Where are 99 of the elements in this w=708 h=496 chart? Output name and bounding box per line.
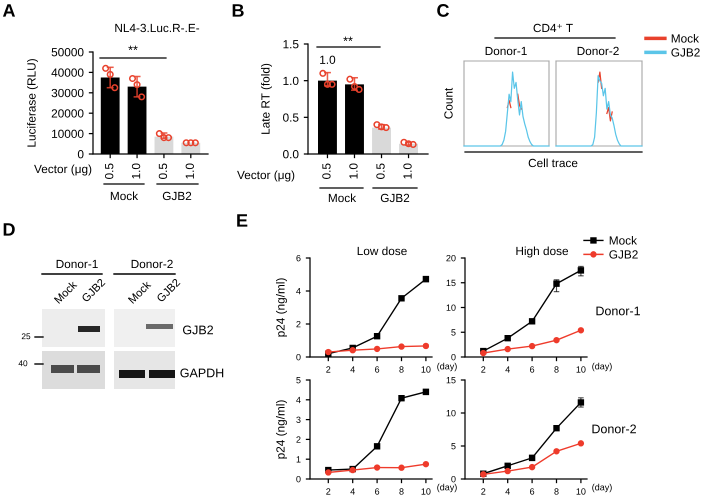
x-axis-title: (day) — [592, 484, 612, 492]
chart-title: Low dose — [358, 246, 407, 256]
legend-label: GJB2 — [609, 250, 638, 259]
legend-label: Mock — [610, 236, 638, 245]
y-tick-label: 2 — [296, 436, 301, 443]
x-tick-label: 4 — [350, 366, 355, 373]
x-axis-title: Vector (μg) — [34, 164, 92, 176]
text: C — [437, 4, 450, 17]
y-tick-label: 5 — [451, 329, 456, 336]
y-tick-label: 1.5 — [283, 40, 298, 48]
y-tick-label: 2 — [296, 320, 301, 328]
y-tick-label: 20 — [446, 254, 456, 262]
x-axis-title: (day) — [592, 362, 612, 372]
x-tick-label: 0.5 — [376, 164, 385, 179]
text: ** — [343, 36, 353, 42]
x-tick-label: 8 — [399, 366, 404, 373]
text: CD4⁺ T — [534, 24, 573, 32]
text: 25 — [22, 333, 30, 340]
text: GJB2 — [162, 192, 192, 200]
x-tick-label: 6 — [375, 366, 380, 373]
text: GJB2 — [380, 194, 410, 202]
text: Mock — [328, 193, 356, 202]
x-tick-label: 1.0 — [349, 163, 358, 179]
x-tick-label: 6 — [530, 366, 534, 373]
x-tick-label: 10 — [422, 366, 431, 373]
x-axis-title: (day) — [437, 484, 457, 492]
x-tick-label: 4 — [505, 366, 510, 373]
x-tick-label: 4 — [350, 488, 355, 495]
chart-title: NL4-3.Luc.R-.E- — [115, 24, 200, 32]
x-tick-label: 10 — [576, 366, 586, 373]
y-tick-label: 6 — [296, 254, 301, 262]
y-tick-label: 15 — [446, 377, 456, 384]
y-tick-label: 3 — [296, 416, 301, 423]
chart-title: High dose — [516, 246, 568, 258]
text: ** — [128, 46, 138, 50]
x-tick-label: 0.5 — [322, 164, 331, 179]
x-axis-title: Vector (μg) — [237, 170, 294, 182]
data-label: 1.0 — [320, 56, 336, 64]
y-axis-title: Luciferase (RLU) — [26, 59, 38, 147]
y-tick-label: 0 — [451, 476, 456, 482]
y-tick-label: 40000 — [51, 68, 84, 77]
y-tick-label: 0 — [451, 354, 456, 360]
text: E — [237, 214, 248, 227]
y-tick-label: 0 — [296, 476, 301, 482]
y-axis-title: p24 (ng/ml) — [276, 278, 287, 337]
text: GJB2 — [183, 326, 214, 334]
legend-label: Mock — [672, 34, 700, 43]
x-tick-label: 10 — [422, 488, 431, 495]
text: GAPDH — [180, 368, 224, 378]
y-tick-label: 0 — [78, 150, 84, 158]
y-tick-label: 15 — [446, 280, 456, 286]
x-tick-label: 8 — [399, 488, 404, 495]
y-axis-title: p24 (ng/ml) — [276, 400, 287, 459]
chart-title: Donor-1 — [486, 46, 527, 56]
text: Mock — [110, 191, 138, 200]
text: Donor-1 — [596, 306, 640, 316]
x-tick-label: 1.0 — [186, 163, 194, 179]
legend-label: GJB2 — [671, 48, 700, 57]
text: D — [4, 223, 15, 236]
x-tick-label: 1.0 — [132, 163, 140, 179]
x-tick-label: 2 — [326, 366, 330, 373]
y-tick-label: 30000 — [52, 88, 84, 98]
y-tick-label: 1 — [296, 456, 301, 462]
x-tick-label: 1.0 — [403, 163, 412, 179]
y-tick-label: 5 — [451, 443, 456, 450]
x-tick-label: 2 — [326, 488, 330, 495]
x-axis-title: Cell trace — [528, 158, 578, 168]
y-tick-label: 0.0 — [283, 150, 299, 158]
y-tick-label: 10 — [446, 410, 456, 416]
y-axis-title: Count — [444, 88, 453, 119]
text: Donor-2 — [592, 424, 636, 434]
x-tick-label: 8 — [554, 366, 559, 373]
y-tick-label: 10000 — [52, 130, 84, 138]
y-tick-label: 5 — [296, 377, 301, 384]
y-tick-label: 1.0 — [283, 76, 299, 86]
text: A — [2, 4, 16, 17]
x-tick-label: 4 — [505, 488, 510, 495]
x-axis-title: (day) — [437, 362, 457, 372]
y-tick-label: 0 — [296, 354, 301, 360]
x-tick-label: 10 — [576, 488, 586, 495]
y-tick-label: 10 — [446, 304, 456, 311]
x-tick-label: 2 — [481, 488, 486, 495]
text: B — [232, 4, 244, 17]
y-tick-label: 50000 — [52, 48, 84, 56]
chart-title: Donor-2 — [578, 46, 619, 56]
y-tick-label: 0.5 — [283, 113, 298, 122]
x-tick-label: 8 — [554, 488, 559, 495]
x-tick-label: 0.5 — [105, 164, 114, 179]
y-axis-title: Late RT (fold) — [260, 64, 272, 134]
y-tick-label: 4 — [296, 288, 301, 294]
text: 40 — [18, 360, 28, 366]
text: Donor-1 — [56, 260, 98, 268]
y-tick-label: 4 — [296, 396, 301, 404]
y-tick-label: 20000 — [52, 109, 84, 118]
text: Donor-2 — [132, 260, 173, 268]
x-tick-label: 0.5 — [158, 164, 168, 179]
x-tick-label: 2 — [481, 366, 486, 373]
x-tick-label: 6 — [375, 488, 380, 495]
x-tick-label: 6 — [530, 488, 534, 495]
